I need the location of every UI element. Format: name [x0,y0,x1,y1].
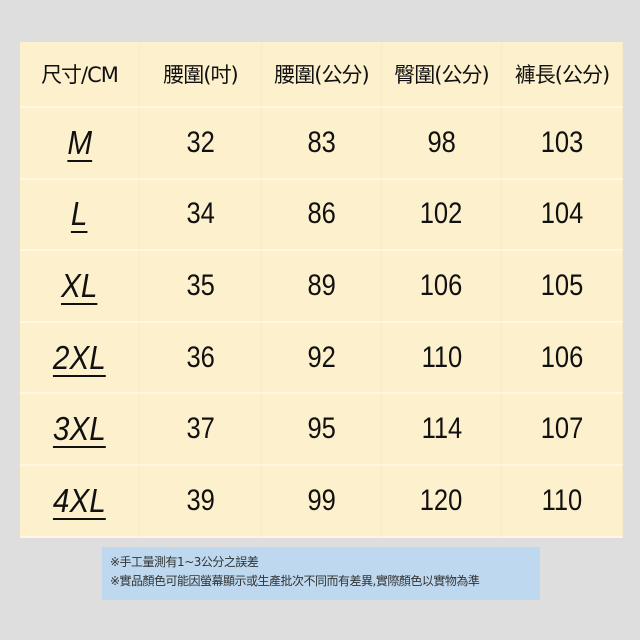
measurement-value: 92 [307,340,336,374]
value-cell: 110 [382,322,502,395]
value-cell: 106 [502,322,623,395]
measurement-value: 104 [540,197,584,231]
header-cell: 腰圍(吋) [140,42,262,108]
value-cell: 107 [502,394,623,466]
value-cell: 114 [382,394,502,466]
value-cell: 36 [140,322,262,395]
size-label-cell: 2XL [20,322,140,395]
measurement-value: 36 [186,340,215,374]
size-label-cell: 4XL [20,465,140,538]
size-chart-table: 尺寸/CM 腰圍(吋) 腰圍(公分) 臀圍(公分) 褲長(公分) M 32 83 98 103 L 3… [20,42,623,538]
value-cell: 102 [382,179,502,252]
measurement-value: 98 [427,125,456,159]
size-label-cell: L [20,179,140,252]
header-cell: 臀圍(公分) [382,42,502,108]
value-cell: 34 [140,179,262,252]
measurement-value: 35 [186,268,215,302]
measurement-value: 34 [186,197,215,231]
value-cell: 105 [502,251,623,323]
size-label: XL [61,266,98,304]
note-measurement: ※手工量測有1~3公分之誤差 [110,555,259,569]
header-cell: 腰圍(公分) [262,42,382,108]
value-cell: 92 [262,322,382,395]
value-cell: 106 [382,251,502,323]
measurement-value: 89 [307,268,336,302]
value-cell: 120 [382,465,502,538]
measurement-value: 110 [541,483,583,517]
measurement-value: 106 [540,340,584,374]
measurement-value: 105 [540,268,584,302]
value-cell: 99 [262,465,382,538]
size-label: 2XL [53,338,106,376]
value-cell: 95 [262,394,382,466]
note-color: ※實品顏色可能因螢幕顯示或生產批次不同而有差異,實際顏色以實物為準 [110,574,480,588]
value-cell: 86 [262,179,382,252]
measurement-value: 110 [421,340,462,374]
measurement-value: 32 [186,125,215,159]
measurement-value: 107 [540,412,584,446]
measurement-value: 37 [186,412,215,446]
measurement-value: 114 [421,412,462,446]
size-label: 3XL [53,410,106,448]
size-label: L [71,195,88,233]
measurement-value: 120 [420,483,463,517]
notes-box: ※手工量測有1~3公分之誤差 ※實品顏色可能因螢幕顯示或生產批次不同而有差異,實… [102,547,540,600]
value-cell: 89 [262,251,382,323]
measurement-value: 83 [307,125,336,159]
value-cell: 104 [502,179,623,252]
value-cell: 110 [502,465,623,538]
value-cell: 83 [262,108,382,180]
size-label-cell: 3XL [20,394,140,466]
measurement-value: 39 [186,483,215,517]
value-cell: 37 [140,394,262,466]
measurement-value: 102 [420,197,463,231]
size-label-cell: XL [20,251,140,323]
header-cell: 尺寸/CM [20,42,140,108]
size-label-cell: M [20,108,140,180]
measurement-value: 103 [540,125,584,159]
value-cell: 39 [140,465,262,538]
measurement-value: 99 [307,483,336,517]
value-cell: 103 [502,108,623,180]
measurement-value: 86 [307,197,336,231]
header-cell: 褲長(公分) [502,42,623,108]
value-cell: 32 [140,108,262,180]
size-label: 4XL [53,481,106,519]
size-label: M [67,123,92,161]
value-cell: 98 [382,108,502,180]
measurement-value: 95 [307,412,336,446]
value-cell: 35 [140,251,262,323]
measurement-value: 106 [420,268,463,302]
